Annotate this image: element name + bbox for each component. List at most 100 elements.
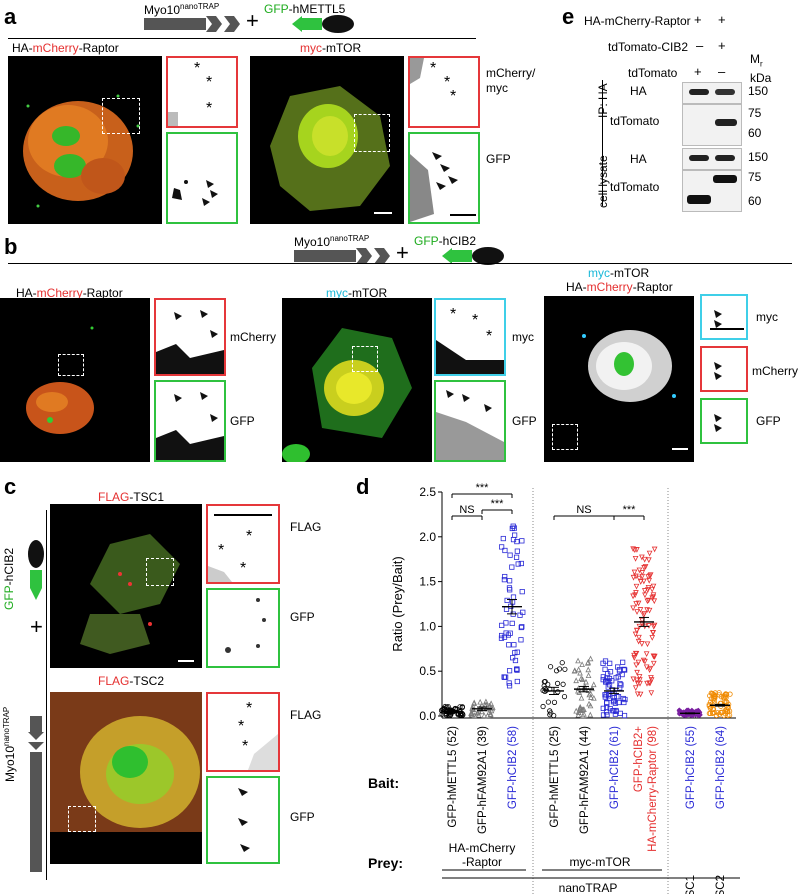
data-point (605, 693, 612, 699)
roi-box (146, 558, 174, 586)
data-point (621, 712, 628, 719)
bait-label: GFP-hCIB2 (55) (685, 726, 697, 809)
data-point (646, 557, 652, 564)
data-point (509, 564, 515, 570)
scale-bar (374, 212, 392, 214)
construct-a-gfp: GFP (264, 2, 289, 16)
data-point (622, 667, 628, 673)
data-point (644, 641, 651, 648)
data-point (562, 666, 568, 672)
bait-label: GFP-hMETTL5 (52) (447, 726, 459, 828)
data-point (651, 546, 658, 553)
inset-b1-bottom-label: GFP (230, 414, 255, 428)
data-point (545, 699, 551, 705)
blot-ip-td (682, 104, 742, 146)
lysate-bracket (602, 150, 603, 206)
blot-lys-td-label: tdTomato (610, 180, 660, 194)
data-point (648, 677, 655, 683)
data-point (644, 587, 651, 593)
data-point (551, 699, 558, 705)
inset-a1-bottom (166, 132, 238, 224)
data-point (637, 680, 643, 687)
micrograph-b-raptor (0, 298, 150, 462)
sig-bracket-1-label: *** (476, 482, 490, 494)
panel-a-img2-label: myc-mTOR (300, 41, 362, 55)
inset-c1-top: * * * (206, 504, 280, 584)
data-point (602, 658, 609, 664)
data-point (507, 578, 513, 584)
data-point (488, 700, 494, 707)
data-point (577, 669, 583, 676)
panel-c-construct: + (8, 540, 48, 880)
data-point (506, 585, 513, 591)
side-gfp-label: GFP-hCIB2 (2, 547, 16, 610)
micrograph-a-mtor (250, 56, 404, 224)
data-point (511, 642, 517, 648)
y-tick-label: 2.0 (419, 530, 436, 544)
panel-d-letter: d (356, 474, 370, 499)
data-point (489, 704, 496, 710)
data-point (641, 556, 648, 563)
data-point (639, 641, 645, 647)
data-point (621, 699, 627, 706)
scale-bar (710, 328, 744, 330)
data-point (640, 657, 647, 664)
bait-label: GFP-hCIB2 (58) (507, 726, 519, 809)
data-point (707, 705, 713, 712)
row1-sign-1: + (694, 12, 702, 27)
data-point (603, 678, 609, 684)
panel-b-img2-label: myc-mTOR (326, 286, 388, 300)
prey-group-4: FLAG-TSC2 (715, 875, 727, 894)
roi-box (354, 114, 390, 152)
data-point (579, 676, 586, 682)
data-point (642, 592, 648, 599)
data-point (640, 612, 647, 619)
construct-b-gfp: GFP (414, 234, 439, 248)
data-point (616, 667, 623, 673)
panel-c-img2-label: FLAG-TSC2 (98, 674, 165, 688)
data-point (600, 712, 607, 718)
construct-a-myo: Myo10 (144, 3, 181, 17)
data-point (646, 550, 653, 557)
data-point (712, 701, 718, 707)
data-point (585, 687, 592, 693)
data-point (634, 669, 640, 676)
data-point (631, 652, 637, 659)
roi-box (68, 806, 96, 832)
row1-sign-2: + (718, 12, 726, 27)
data-point (610, 687, 616, 693)
data-point (510, 594, 517, 600)
data-point (635, 638, 642, 645)
data-point (499, 622, 505, 629)
mr-kda-label: Mr kDa (750, 52, 772, 86)
data-point (519, 624, 525, 630)
lysate-label: cell lysate (596, 155, 610, 208)
blot-ip-ha-label: HA (630, 84, 647, 98)
data-point (634, 609, 640, 615)
prey-row-label: Prey: (368, 855, 403, 871)
data-point (519, 589, 525, 595)
data-point (648, 690, 655, 697)
micrograph-c-tsc2 (50, 692, 202, 864)
sig-bracket-2-label: NS (459, 504, 474, 516)
data-point (481, 712, 488, 719)
data-point (683, 712, 690, 719)
data-point (642, 564, 649, 570)
inset-a-bottom-label: GFP (486, 152, 511, 166)
inset-b2-top-label: myc (512, 330, 534, 344)
data-point (712, 693, 718, 699)
data-point (727, 708, 733, 714)
data-point (634, 677, 640, 684)
data-point (506, 642, 512, 648)
data-point (587, 702, 594, 709)
data-point (515, 561, 521, 567)
panel-a-letter: a (4, 4, 17, 29)
data-point (501, 577, 507, 583)
data-point (644, 598, 651, 605)
data-point (607, 660, 613, 666)
data-point (648, 675, 654, 681)
data-point (651, 598, 658, 605)
y-tick-label: 0.0 (419, 709, 436, 723)
data-point (646, 577, 653, 584)
data-point (725, 712, 731, 719)
